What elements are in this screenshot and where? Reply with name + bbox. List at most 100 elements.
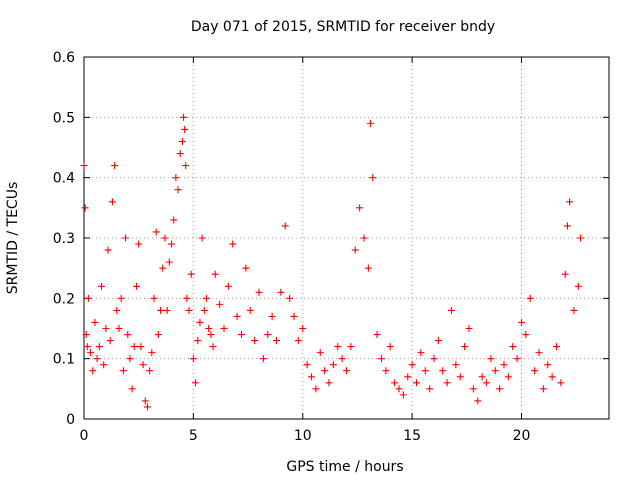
data-point bbox=[574, 282, 582, 290]
data-point bbox=[452, 361, 460, 369]
data-point bbox=[426, 385, 434, 393]
data-point bbox=[281, 222, 289, 230]
data-point bbox=[91, 318, 99, 326]
data-point bbox=[216, 300, 224, 308]
data-point bbox=[491, 367, 499, 375]
data-point bbox=[474, 397, 482, 405]
data-point bbox=[351, 246, 359, 254]
data-point bbox=[570, 306, 578, 314]
data-point bbox=[154, 331, 162, 339]
data-point bbox=[566, 198, 574, 206]
y-tick-label: 0.2 bbox=[53, 291, 75, 307]
data-point bbox=[417, 349, 425, 357]
x-tick-label: 20 bbox=[513, 428, 531, 444]
data-point bbox=[264, 331, 272, 339]
y-axis-label: SRMTID / TECUs bbox=[5, 182, 21, 295]
data-point bbox=[148, 349, 156, 357]
data-point bbox=[82, 331, 90, 339]
data-point bbox=[89, 367, 97, 375]
data-point bbox=[364, 264, 372, 272]
data-point bbox=[469, 385, 477, 393]
data-point bbox=[84, 294, 92, 302]
data-point bbox=[391, 379, 399, 387]
data-point bbox=[211, 270, 219, 278]
grid-lines bbox=[84, 57, 609, 419]
data-point bbox=[168, 240, 175, 248]
data-point bbox=[255, 288, 263, 296]
data-point bbox=[146, 367, 154, 375]
data-point bbox=[487, 355, 495, 363]
data-point bbox=[180, 113, 188, 121]
data-point bbox=[308, 373, 315, 381]
data-point bbox=[356, 204, 364, 212]
data-point bbox=[157, 306, 165, 314]
data-point bbox=[98, 282, 105, 290]
y-tick-label: 0.3 bbox=[53, 231, 75, 247]
data-point bbox=[133, 282, 140, 290]
data-point bbox=[563, 222, 571, 230]
data-point bbox=[187, 270, 195, 278]
data-point bbox=[408, 361, 416, 369]
data-point bbox=[268, 312, 276, 320]
data-point bbox=[174, 186, 182, 194]
data-point bbox=[373, 331, 381, 339]
data-point bbox=[548, 373, 556, 381]
x-tick-label: 5 bbox=[189, 428, 198, 444]
data-point bbox=[367, 119, 375, 127]
data-point bbox=[117, 294, 125, 302]
data-point bbox=[544, 361, 552, 369]
data-point bbox=[294, 337, 302, 345]
x-tick-label: 0 bbox=[80, 428, 89, 444]
data-point bbox=[196, 318, 204, 326]
data-point bbox=[303, 361, 311, 369]
data-point bbox=[80, 162, 88, 170]
data-point bbox=[189, 355, 197, 363]
data-point bbox=[500, 361, 508, 369]
data-point bbox=[229, 240, 237, 248]
data-point bbox=[165, 258, 173, 266]
data-point bbox=[242, 264, 250, 272]
data-point bbox=[220, 325, 228, 332]
data-point bbox=[561, 270, 569, 278]
data-point bbox=[224, 282, 232, 290]
data-point bbox=[522, 331, 530, 339]
data-point bbox=[130, 343, 138, 351]
data-point bbox=[152, 228, 160, 236]
data-point bbox=[404, 373, 412, 381]
data-point bbox=[343, 367, 350, 375]
data-point bbox=[395, 385, 403, 393]
data-point bbox=[159, 264, 167, 272]
data-point bbox=[207, 331, 215, 339]
data-point bbox=[478, 373, 486, 381]
data-point bbox=[104, 246, 112, 254]
data-point bbox=[577, 234, 585, 242]
data-point bbox=[434, 337, 442, 345]
data-point bbox=[251, 337, 259, 345]
data-point bbox=[137, 343, 145, 351]
data-point bbox=[139, 361, 147, 369]
data-point bbox=[539, 385, 547, 393]
data-point bbox=[181, 125, 189, 133]
data-point bbox=[399, 391, 407, 399]
data-point bbox=[192, 379, 200, 387]
y-axis: 0 0.1 0.2 0.3 0.4 0.5 0.6 bbox=[53, 50, 609, 428]
data-point bbox=[531, 367, 539, 375]
data-point bbox=[312, 385, 320, 393]
data-point bbox=[448, 306, 455, 314]
data-point bbox=[141, 397, 149, 405]
data-point bbox=[465, 325, 473, 332]
data-point bbox=[106, 337, 114, 345]
data-point bbox=[111, 162, 119, 170]
data-point bbox=[504, 373, 512, 381]
data-point bbox=[456, 373, 464, 381]
data-point bbox=[321, 367, 329, 375]
data-point bbox=[119, 367, 127, 375]
data-point bbox=[526, 294, 534, 302]
x-axis: 0 5 10 15 20 bbox=[80, 57, 531, 444]
data-point bbox=[176, 150, 184, 158]
data-point bbox=[325, 379, 333, 387]
y-tick-label: 0.4 bbox=[53, 171, 75, 187]
data-point bbox=[108, 198, 116, 206]
data-point bbox=[299, 325, 307, 332]
